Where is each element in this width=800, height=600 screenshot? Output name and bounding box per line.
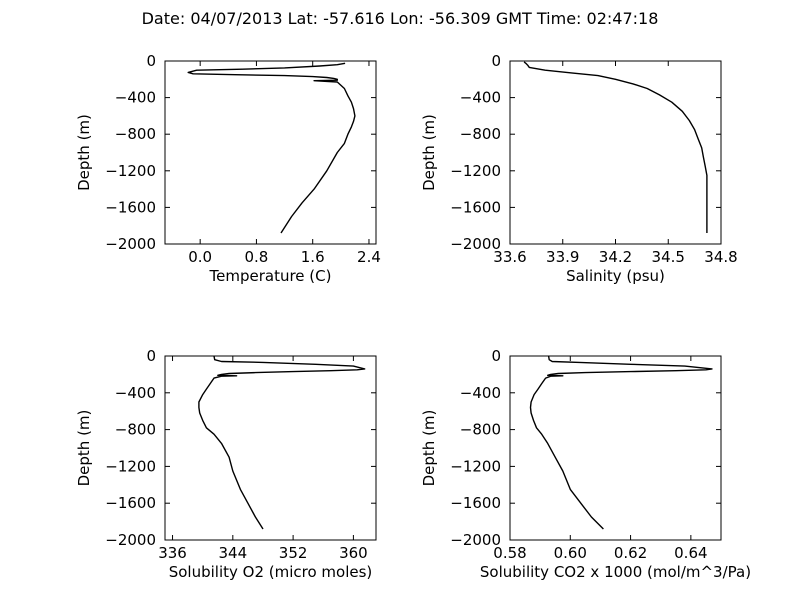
solubility-o2-xtick-label: 344 xyxy=(219,544,248,562)
solubility-co2-ytick-label: −1600 xyxy=(450,494,501,512)
solubility-o2-ytick-label: −1200 xyxy=(105,457,156,475)
solubility-co2-ytick-label: −1200 xyxy=(450,457,501,475)
panel-solubility-co2: 0.58 0.60 0.62 0.64 0 −400 −800 −1200 −1600 −2000… xyxy=(420,347,751,581)
temperature-ytick-label: −2000 xyxy=(105,235,156,253)
salinity-ytick-label: 0 xyxy=(491,52,501,70)
solubility-co2-ytick-label: −2000 xyxy=(450,531,501,549)
solubility-o2-xtick-label: 360 xyxy=(339,544,368,562)
salinity-xtick-label: 33.6 xyxy=(493,248,526,266)
solubility-co2-ytick-label: 0 xyxy=(491,347,501,365)
panel-solubility-o2: 336 344 352 360 0 −400 −800 −1200 −1600 −2000 Solu… xyxy=(75,347,377,581)
solubility-co2-axes-frame xyxy=(509,355,722,541)
temperature-x-axis-label: Temperature (C) xyxy=(209,267,332,285)
temperature-xtick-label: 2.4 xyxy=(357,248,381,266)
solubility-co2-ytick-label: −800 xyxy=(460,421,501,439)
solubility-o2-xtick-label: 336 xyxy=(158,544,187,562)
temperature-ytick-label: −800 xyxy=(115,125,156,143)
solubility-o2-ytick-label: 0 xyxy=(146,347,156,365)
temperature-y-axis-label: Depth (m) xyxy=(75,114,93,191)
solubility-co2-y-axis-label: Depth (m) xyxy=(420,410,438,487)
temperature-xtick-label: 0.0 xyxy=(188,248,212,266)
salinity-x-axis-label: Salinity (psu) xyxy=(566,267,665,285)
solubility-o2-ytick-label: −400 xyxy=(115,384,156,402)
salinity-profile-line xyxy=(523,61,708,233)
solubility-o2-axes-frame xyxy=(164,355,377,541)
salinity-axes-frame xyxy=(509,60,722,245)
solubility-co2-xtick-label: 0.64 xyxy=(674,544,707,562)
temperature-ytick-label: 0 xyxy=(146,52,156,70)
temperature-profile-line xyxy=(187,62,356,234)
solubility-o2-xtick-label: 352 xyxy=(279,544,308,562)
solubility-co2-xtick-label: 0.58 xyxy=(493,544,526,562)
solubility-o2-ytick-label: −1600 xyxy=(105,494,156,512)
salinity-ytick-label: −400 xyxy=(460,89,501,107)
chart-panels: 0.0 0.8 1.6 2.4 0 −400 −800 −1200 −1600 −2000 Temp… xyxy=(75,52,751,581)
temperature-ytick-label: −400 xyxy=(115,89,156,107)
solubility-o2-x-axis-label: Solubility O2 (micro moles) xyxy=(169,563,373,581)
solubility-o2-y-axis-label: Depth (m) xyxy=(75,410,93,487)
panel-temperature: 0.0 0.8 1.6 2.4 0 −400 −800 −1200 −1600 −2000 Temp… xyxy=(75,52,381,285)
salinity-ytick-label: −2000 xyxy=(450,235,501,253)
salinity-ytick-label: −1200 xyxy=(450,162,501,180)
temperature-xtick-label: 1.6 xyxy=(301,248,325,266)
figure-title: Date: 04/07/2013 Lat: -57.616 Lon: -56.3… xyxy=(142,9,659,28)
solubility-co2-xtick-label: 0.60 xyxy=(554,544,587,562)
solubility-co2-x-axis-label: Solubility CO2 x 1000 (mol/m^3/Pa) xyxy=(480,563,751,581)
solubility-o2-ytick-label: −2000 xyxy=(105,531,156,549)
temperature-ytick-label: −1600 xyxy=(105,198,156,216)
salinity-xtick-label: 34.2 xyxy=(599,248,632,266)
solubility-co2-profile-line xyxy=(529,355,713,530)
salinity-ytick-label: −1600 xyxy=(450,198,501,216)
salinity-xtick-label: 34.8 xyxy=(704,248,737,266)
salinity-xtick-label: 33.9 xyxy=(546,248,579,266)
temperature-ytick-label: −1200 xyxy=(105,162,156,180)
solubility-co2-ytick-label: −400 xyxy=(460,384,501,402)
salinity-ytick-label: −800 xyxy=(460,125,501,143)
temperature-axes-frame xyxy=(164,60,377,245)
solubility-o2-profile-line xyxy=(198,355,366,530)
solubility-o2-ytick-label: −800 xyxy=(115,421,156,439)
panel-salinity: 33.6 33.9 34.2 34.5 34.8 0 −400 −800 −1200 −1600 −… xyxy=(420,52,738,285)
salinity-y-axis-label: Depth (m) xyxy=(420,114,438,191)
solubility-co2-xtick-label: 0.62 xyxy=(614,544,647,562)
salinity-xtick-label: 34.5 xyxy=(652,248,685,266)
temperature-xtick-label: 0.8 xyxy=(245,248,269,266)
